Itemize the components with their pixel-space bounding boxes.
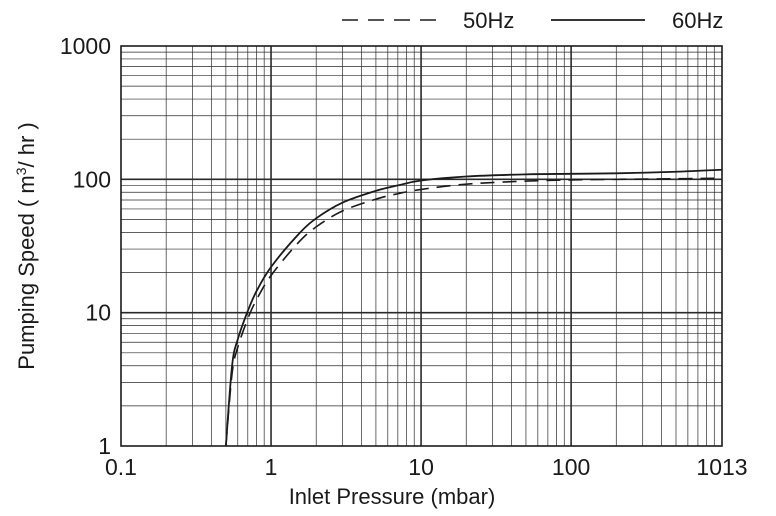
y-tick-label: 100 [73,166,111,192]
y-axis-label-part2: / hr ) [14,122,39,167]
y-axis-label-superscript: 3 [13,167,29,175]
x-axis-label: Inlet Pressure (mbar) [289,484,496,509]
x-tick-label: 100 [552,454,590,480]
x-tick-label: 0.1 [105,454,137,480]
legend-label-50hz: 50Hz [463,8,514,33]
x-tick-label: 1013 [696,454,747,480]
x-tick-label: 10 [408,454,434,480]
x-tick-label: 1 [265,454,278,480]
y-tick-label: 10 [85,300,111,326]
series-line-50hz [225,177,723,447]
series-layer [224,168,723,447]
legend: 50Hz 60Hz [342,8,723,33]
y-axis-label: Pumping Speed ( m3/ hr ) [13,122,39,369]
plot-frame [120,45,723,447]
y-tick-label: 1 [98,433,111,459]
y-tick-label: 1000 [60,33,111,59]
series-line-60hz [224,168,723,447]
grid [121,46,722,446]
y-axis-label-part1: Pumping Speed ( m [14,175,39,369]
legend-label-60hz: 60Hz [672,8,723,33]
